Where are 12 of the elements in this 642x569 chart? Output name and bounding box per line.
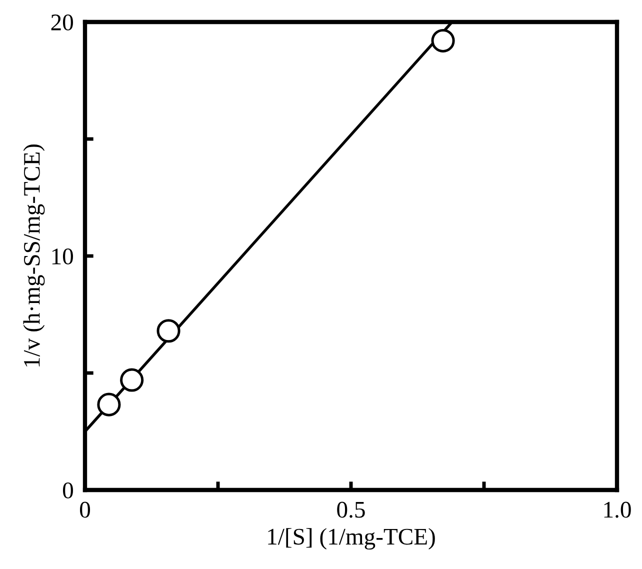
y-tick-label: 10 (52, 248, 73, 264)
point (97, 392, 121, 416)
point (431, 28, 455, 52)
x-tick-label: 0.5 (337, 502, 365, 518)
y-tick-label: 20 (51, 14, 73, 30)
point (120, 368, 144, 392)
x-axis-title: 1/[S] (1/mg-TCE) (268, 528, 435, 550)
x-tick-label: 0 (80, 502, 90, 518)
x-tick-label: 1.0 (604, 502, 631, 518)
y-axis-title: 1/v (h·mg-SS/mg-TCE) (23, 144, 45, 366)
point (156, 319, 180, 343)
y-tick-label: 0 (62, 482, 73, 498)
